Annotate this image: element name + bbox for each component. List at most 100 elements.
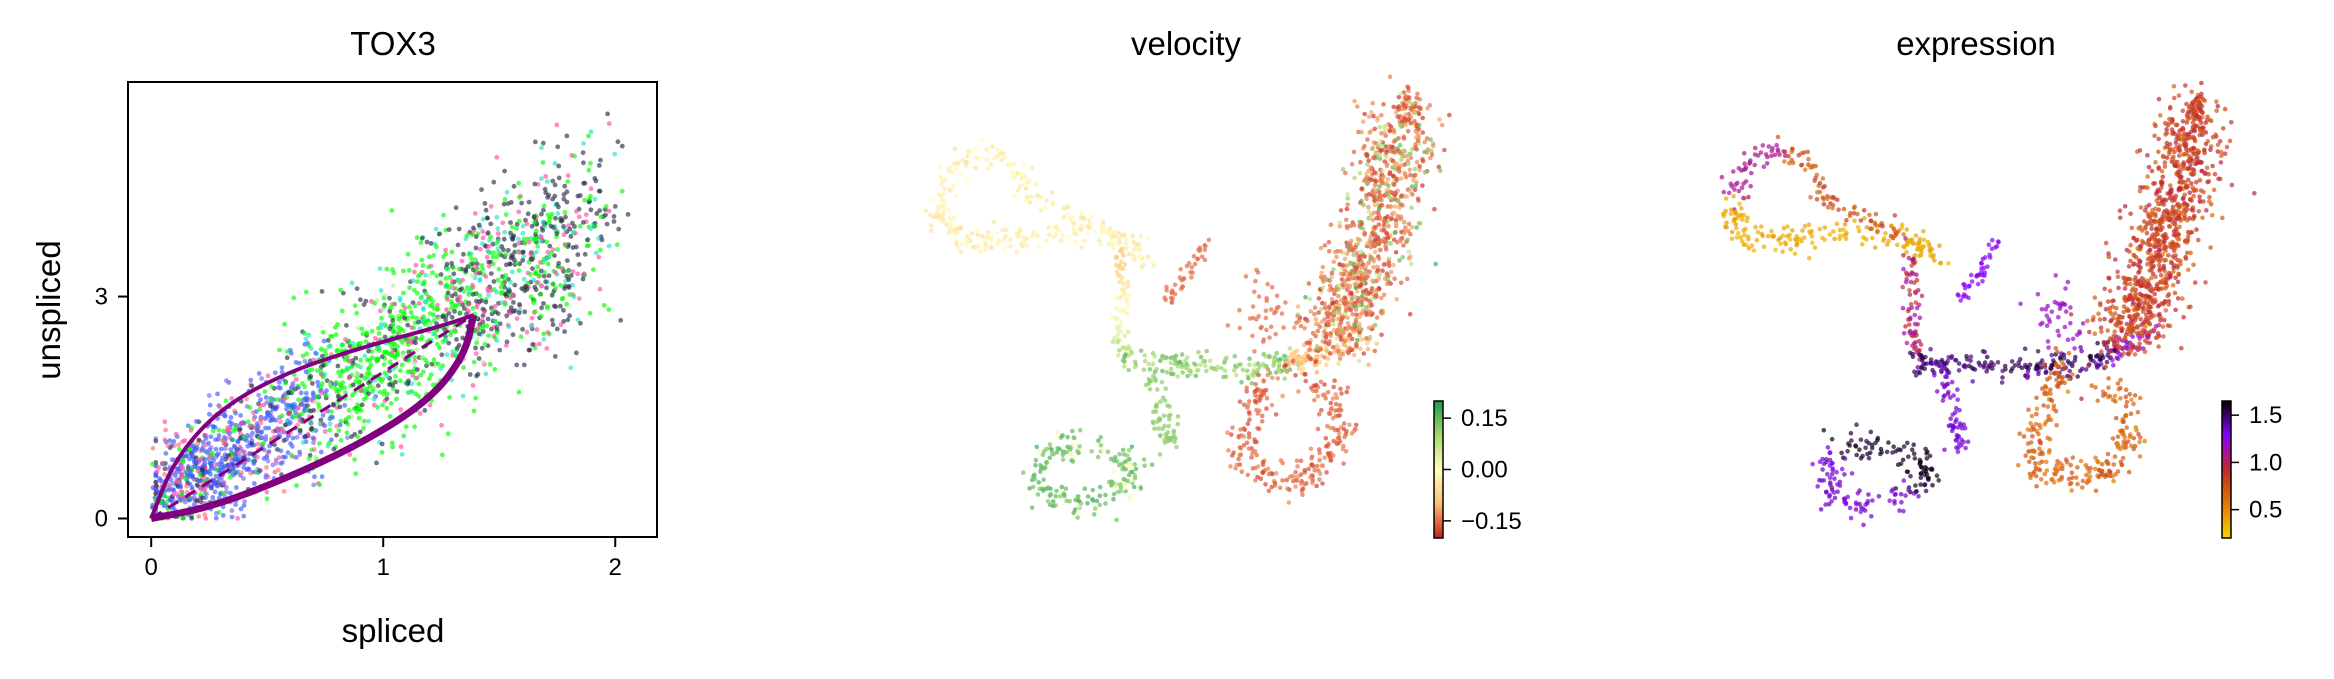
scatter-point: [501, 236, 507, 242]
scatter-point: [346, 415, 352, 420]
scatter-point: [619, 143, 625, 149]
cell-point: [1097, 493, 1103, 499]
scatter-point: [331, 446, 337, 452]
cell-point: [1326, 239, 1332, 245]
cell-point: [1901, 266, 1906, 272]
cell-point: [1259, 413, 1265, 419]
cell-point: [995, 147, 1000, 152]
scatter-point: [502, 229, 508, 235]
scatter-point: [353, 471, 359, 477]
cell-point: [1114, 254, 1119, 260]
cell-point: [1129, 349, 1134, 355]
scatter-point: [486, 259, 492, 265]
cell-point: [1369, 165, 1374, 171]
cell-point: [1042, 466, 1047, 471]
cell-point: [1196, 350, 1201, 355]
cell-point: [1129, 478, 1134, 483]
cell-point: [970, 245, 976, 250]
scatter-point: [452, 309, 457, 314]
scatter-point: [434, 273, 440, 279]
scatter-point: [335, 322, 340, 327]
cell-point: [1252, 349, 1257, 354]
cell-point: [1122, 333, 1128, 339]
scatter-point: [313, 350, 318, 356]
scatter-point: [218, 459, 224, 465]
cell-point: [1172, 361, 1178, 367]
cell-point: [1333, 401, 1339, 407]
cell-point: [1904, 340, 1910, 346]
scatter-point: [588, 129, 594, 135]
cell-point: [1375, 268, 1380, 274]
scatter-point: [499, 300, 504, 305]
cell-point: [1377, 148, 1383, 153]
cell-point: [1374, 292, 1379, 298]
scatter-point: [203, 436, 209, 441]
cell-point: [1372, 237, 1378, 243]
scatter-point: [585, 237, 590, 243]
cell-point: [1377, 193, 1383, 199]
cell-point: [1254, 439, 1259, 445]
y-tick-label: 0: [95, 506, 108, 533]
cell-point: [1367, 335, 1373, 340]
cell-point: [1272, 310, 1277, 316]
cell-point: [1271, 357, 1277, 362]
scatter-point: [490, 241, 496, 247]
scatter-point: [402, 310, 407, 315]
scatter-point: [299, 411, 305, 416]
cell-point: [1147, 379, 1153, 384]
cell-point: [1132, 484, 1137, 490]
cell-point: [1356, 257, 1362, 263]
cell-point: [1743, 166, 1748, 172]
cell-point: [1351, 352, 1357, 358]
scatter-point: [558, 283, 564, 288]
cell-point: [1086, 218, 1092, 224]
scatter-point: [262, 389, 268, 394]
cell-point: [1912, 341, 1917, 346]
scatter-point: [520, 249, 526, 255]
scatter-point: [227, 431, 232, 436]
scatter-point: [220, 513, 226, 518]
cell-point: [936, 192, 941, 197]
scatter-point: [485, 230, 491, 236]
cell-point: [1122, 292, 1128, 297]
scatter-point: [588, 160, 593, 166]
cell-point: [1355, 104, 1360, 109]
scatter-point: [416, 381, 422, 387]
scatter-point: [283, 380, 289, 386]
scatter-point: [387, 414, 393, 419]
scatter-point: [471, 225, 476, 231]
cell-point: [1293, 469, 1298, 475]
cell-point: [1315, 394, 1321, 399]
scatter-point: [390, 321, 396, 327]
scatter-point: [297, 414, 302, 420]
cell-point: [1773, 247, 1778, 253]
scatter-point: [263, 434, 269, 439]
cell-point: [1089, 213, 1095, 219]
cell-point: [1748, 183, 1753, 189]
cell-point: [1100, 226, 1106, 232]
scatter-point: [346, 338, 352, 344]
cell-point: [1821, 201, 1827, 207]
scatter-point: [390, 349, 395, 354]
cell-point: [1164, 434, 1170, 440]
cell-point: [1008, 244, 1013, 249]
scatter-point: [491, 250, 496, 256]
cell-point: [952, 146, 958, 152]
cell-point: [1372, 170, 1377, 175]
scatter-point: [580, 220, 586, 225]
scatter-point: [444, 352, 450, 357]
cell-point: [1127, 496, 1132, 501]
scatter-point: [190, 449, 196, 455]
cell-point: [1386, 263, 1392, 269]
cell-point: [1979, 260, 1984, 266]
scatter-point: [414, 315, 420, 321]
cell-point: [958, 249, 964, 255]
scatter-point: [300, 440, 306, 445]
scatter-point: [288, 350, 294, 356]
cell-point: [1356, 275, 1361, 281]
scatter-point: [320, 374, 326, 380]
scatter-point: [409, 381, 415, 387]
cell-point: [1179, 352, 1185, 357]
cell-point: [1045, 485, 1051, 490]
